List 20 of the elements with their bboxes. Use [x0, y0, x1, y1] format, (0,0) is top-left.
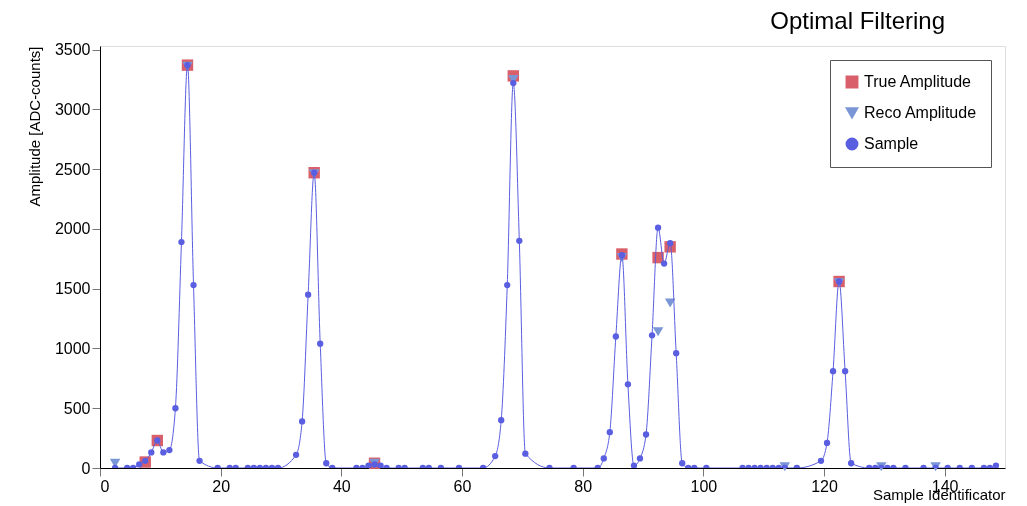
legend-label: Sample — [864, 135, 919, 152]
x-tick-label: 60 — [453, 477, 472, 495]
x-tick-label: 80 — [574, 477, 593, 495]
x-tick-label: 100 — [690, 477, 718, 495]
y-tick-label: 0 — [81, 459, 91, 477]
y-tick-label: 1000 — [54, 339, 91, 357]
x-tick-label: 120 — [811, 477, 838, 495]
x-tick-label: 0 — [100, 477, 110, 495]
legend-label: Reco Amplitude — [864, 104, 977, 121]
y-axis-title: Amplitude [ADC-counts] — [25, 46, 43, 207]
y-tick-label: 1500 — [54, 280, 91, 298]
y-tick-label: 3000 — [54, 100, 91, 118]
y-tick-label: 2500 — [54, 160, 91, 178]
legend-label: True Amplitude — [864, 73, 972, 90]
x-tick-label: 20 — [212, 477, 231, 495]
x-tick-label: 40 — [332, 477, 351, 495]
chart-title: Optimal Filtering — [770, 6, 945, 34]
y-tick-label: 2000 — [54, 220, 91, 238]
y-tick-label: 500 — [63, 399, 91, 417]
y-tick-label: 3500 — [54, 41, 91, 59]
